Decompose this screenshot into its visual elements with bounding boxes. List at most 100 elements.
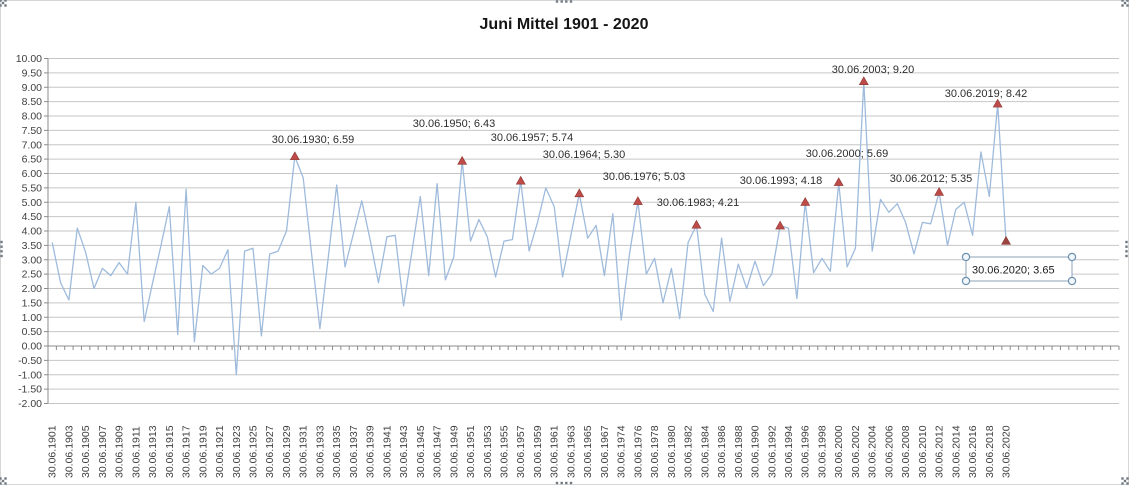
callout-resize-handle[interactable] [1067,276,1077,286]
x-axis-tick-label[interactable]: 30.06.1955 [499,425,511,478]
chart-selection-handle-dot[interactable] [1123,479,1127,483]
x-axis-tick-label[interactable]: 30.06.1992 [766,425,778,478]
y-axis-tick-label[interactable]: 1.50 [22,297,43,309]
chart-selection-handle-dot[interactable] [1,479,5,483]
x-axis-tick-label[interactable]: 30.06.1935 [331,425,343,478]
x-axis-tick-label[interactable]: 30.06.1984 [699,425,711,478]
x-axis-tick-label[interactable]: 30.06.2010 [917,425,929,478]
x-axis-tick-label[interactable]: 30.06.1982 [683,425,695,478]
chart-selection-handle-dot[interactable] [1126,477,1129,480]
annotation-label-1930[interactable]: 30.06.1930; 6.59 [272,134,355,146]
x-axis-tick-label[interactable]: 30.06.2006 [883,425,895,478]
x-axis-tick-label[interactable]: 30.06.1925 [247,425,259,478]
chart-selection-handle-dot[interactable] [1126,4,1129,7]
chart-selection-handle-dot[interactable] [560,0,563,3]
x-axis-tick-label[interactable]: 30.06.2002 [850,425,862,478]
chart-selection-handle-dot[interactable] [0,4,2,7]
y-axis-tick-label[interactable]: 10.00 [16,53,42,65]
y-axis-tick-label[interactable]: 5.00 [22,197,43,209]
x-axis-tick-label[interactable]: 30.06.1937 [348,425,360,478]
x-axis-tick-label[interactable]: 30.06.1913 [147,425,159,478]
annotation-label-1950[interactable]: 30.06.1950; 6.43 [413,118,496,130]
data-series-line[interactable] [51,80,1007,376]
annotation-label-2019[interactable]: 30.06.2019; 8.42 [945,88,1028,100]
chart-selection-handle-dot[interactable] [4,477,7,480]
annotation-label-1976[interactable]: 30.06.1976; 5.03 [603,171,686,183]
annotation-label-1993[interactable]: 30.06.1993; 4.18 [740,175,823,187]
x-axis-tick-label[interactable]: 30.06.1980 [666,425,678,478]
x-axis-tick-label[interactable]: 30.06.1903 [63,425,75,478]
annotation-marker-2019[interactable] [992,98,1003,108]
chart-selection-handle-dot[interactable] [565,0,568,3]
x-axis-tick-label[interactable]: 30.06.1901 [47,425,59,478]
x-axis-tick-label[interactable]: 30.06.1933 [314,425,326,478]
x-axis-tick-label[interactable]: 30.06.1998 [816,425,828,478]
x-axis-tick-label[interactable]: 30.06.1915 [164,425,176,478]
chart-selection-handle-dot[interactable] [1121,477,1124,480]
callout-box[interactable] [965,256,1073,282]
chart-selection-handle-dot[interactable] [4,4,7,7]
chart-selection-handle-dot[interactable] [0,477,2,480]
chart-selection-handle-dot[interactable] [0,482,2,485]
x-axis-tick-label[interactable]: 30.06.1947 [432,425,444,478]
y-axis-tick-label[interactable]: 6.50 [22,154,43,166]
annotation-marker-2020[interactable] [1001,235,1011,245]
y-axis-labels-group[interactable]: -2.00 -1.50 -1.00 -0.50 0.00 0.50 1.00 1.50 2.00… [16,53,42,410]
x-axis-tick-label[interactable]: 30.06.1986 [716,425,728,478]
x-axis-tick-label[interactable]: 30.06.1945 [415,425,427,478]
y-axis-tick-label[interactable]: 8.00 [22,111,43,123]
chart-selection-handle-dot[interactable] [1123,1,1127,5]
annotation-label-2000[interactable]: 30.06.2000; 5.69 [806,148,889,160]
x-axis-labels-group[interactable]: 30.06.1901 30.06.1903 30.06.1905 30.06.1907… [47,425,1013,478]
chart-selection-handle-dot[interactable] [569,481,573,485]
x-axis-tick-label[interactable]: 30.06.1943 [398,425,410,478]
x-axis-tick-label[interactable]: 30.06.2004 [867,425,879,478]
x-axis-tick-label[interactable]: 30.06.1909 [114,425,126,478]
y-axis-tick-label[interactable]: 1.00 [22,312,43,324]
annotation-marker-1983[interactable] [691,219,702,229]
x-axis-tick-label[interactable]: 30.06.2016 [967,425,979,478]
chart-selection-handle-dot[interactable] [0,240,3,244]
annotation-label-2012[interactable]: 30.06.2012; 5.35 [890,173,973,185]
annotation-markers-group[interactable] [289,76,1011,245]
x-axis-tick-label[interactable]: 30.06.1996 [800,425,812,478]
x-axis-tick-label[interactable]: 30.06.1923 [231,425,243,478]
y-axis-tick-label[interactable]: 9.00 [22,82,43,94]
x-axis-tick-label[interactable]: 30.06.1939 [365,425,377,478]
y-axis-tick-label[interactable]: 0.00 [22,341,43,353]
annotation-marker-1930[interactable] [289,151,300,161]
annotation-labels-group[interactable]: 30.06.1930; 6.59 30.06.1950; 6.43 30.06.19… [272,64,1028,209]
x-axis-tick-label[interactable]: 30.06.1963 [565,425,577,478]
x-axis-tick-label[interactable]: 30.06.1917 [181,425,193,478]
x-axis-tick-label[interactable]: 30.06.1941 [381,425,393,478]
y-axis-tick-label[interactable]: -2.00 [18,398,42,410]
y-axis-tick-label[interactable]: 2.50 [22,269,43,281]
x-axis-tick-label[interactable]: 30.06.1931 [298,425,310,478]
annotation-label-1964[interactable]: 30.06.1964; 5.30 [543,149,626,161]
y-axis-tick-label[interactable]: -0.50 [18,355,42,367]
annotation-marker-1976[interactable] [632,196,643,205]
chart-selection-handle-dot[interactable] [0,245,3,248]
annotation-marker-2003[interactable] [858,76,869,85]
y-axis-tick-label[interactable]: 9.50 [22,67,43,79]
y-axis-tick-label[interactable]: 7.00 [22,139,43,151]
annotation-label-1957[interactable]: 30.06.1957; 5.74 [491,132,574,144]
annotation-marker-1996[interactable] [800,197,811,206]
annotation-label-1983[interactable]: 30.06.1983; 4.21 [657,197,740,209]
x-axis-tick-label[interactable]: 30.06.1961 [549,425,561,478]
chart-selection-handle-dot[interactable] [565,481,568,485]
chart-selection-handle-dot[interactable] [1121,0,1124,2]
callout-selection-handles[interactable] [961,252,1077,286]
x-axis-tick-label[interactable]: 30.06.1929 [281,425,293,478]
chart-selection-handle-dot[interactable] [1126,482,1129,485]
y-axis-tick-label[interactable]: 6.00 [22,168,43,180]
chart-selection-handle-dot[interactable] [0,0,2,2]
x-axis-tick-label[interactable]: 30.06.1959 [532,425,544,478]
annotation-label-2003[interactable]: 30.06.2003; 9.20 [832,64,915,76]
chart-selection-handle-dot[interactable] [1126,0,1129,2]
annotation-marker-1957[interactable] [515,175,526,185]
y-axis-tick-label[interactable]: -1.50 [18,384,42,396]
callout-resize-handle[interactable] [961,252,971,262]
